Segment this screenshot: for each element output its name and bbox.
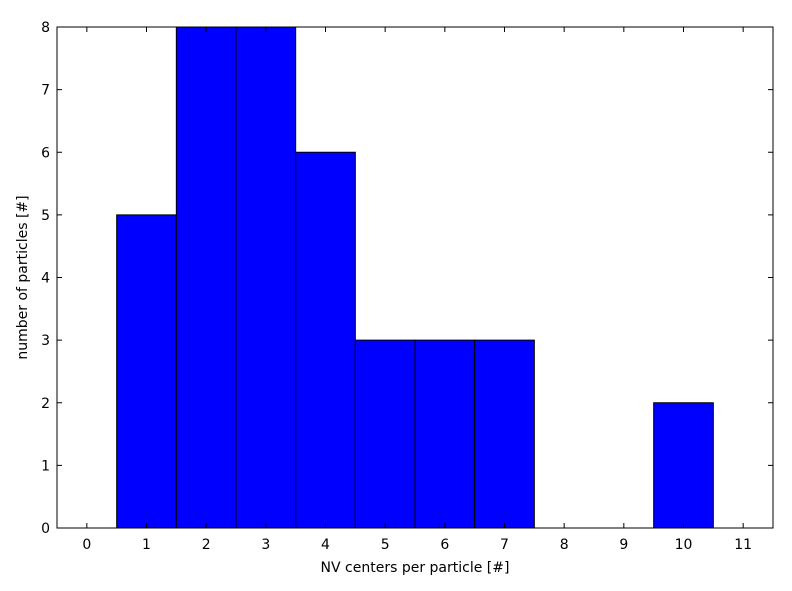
y-tick-label: 0 — [41, 521, 50, 537]
bar-5 — [354, 339, 416, 529]
x-tick-label: 9 — [619, 537, 628, 553]
bar-3 — [235, 26, 297, 529]
bar-4 — [295, 151, 356, 529]
bars-group — [116, 26, 714, 529]
bar-1 — [116, 214, 177, 529]
bar-2 — [175, 26, 237, 529]
x-tick-label: 1 — [142, 537, 151, 553]
bar-7 — [474, 339, 535, 529]
x-axis-label: NV centers per particle [#] — [321, 560, 510, 576]
x-ticks: 0 1 2 3 4 5 6 7 8 9 10 11 — [82, 27, 752, 553]
x-tick-label: 2 — [202, 537, 211, 553]
x-tick-label: 7 — [500, 537, 509, 553]
y-tick-label: 4 — [41, 271, 50, 287]
y-axis-label: number of particles [#] — [15, 195, 31, 359]
y-tick-label: 6 — [41, 145, 50, 161]
x-tick-label: 3 — [261, 537, 270, 553]
x-tick-label: 8 — [560, 537, 569, 553]
y-tick-label: 2 — [41, 396, 50, 412]
x-tick-label: 10 — [675, 537, 693, 553]
bar-10 — [653, 402, 714, 529]
y-tick-label: 5 — [41, 208, 50, 224]
y-tick-label: 1 — [41, 458, 50, 474]
x-tick-label: 5 — [381, 537, 390, 553]
bar-6 — [414, 339, 476, 529]
x-tick-label: 0 — [82, 537, 91, 553]
x-tick-label: 4 — [321, 537, 330, 553]
x-tick-label: 6 — [440, 537, 449, 553]
x-tick-label: 11 — [734, 537, 752, 553]
plot-frame — [56, 26, 774, 529]
y-tick-label: 8 — [41, 20, 50, 36]
y-ticks: 0 1 2 3 4 5 6 7 8 — [41, 20, 773, 537]
y-tick-label: 3 — [41, 333, 50, 349]
y-tick-label: 7 — [41, 83, 50, 99]
